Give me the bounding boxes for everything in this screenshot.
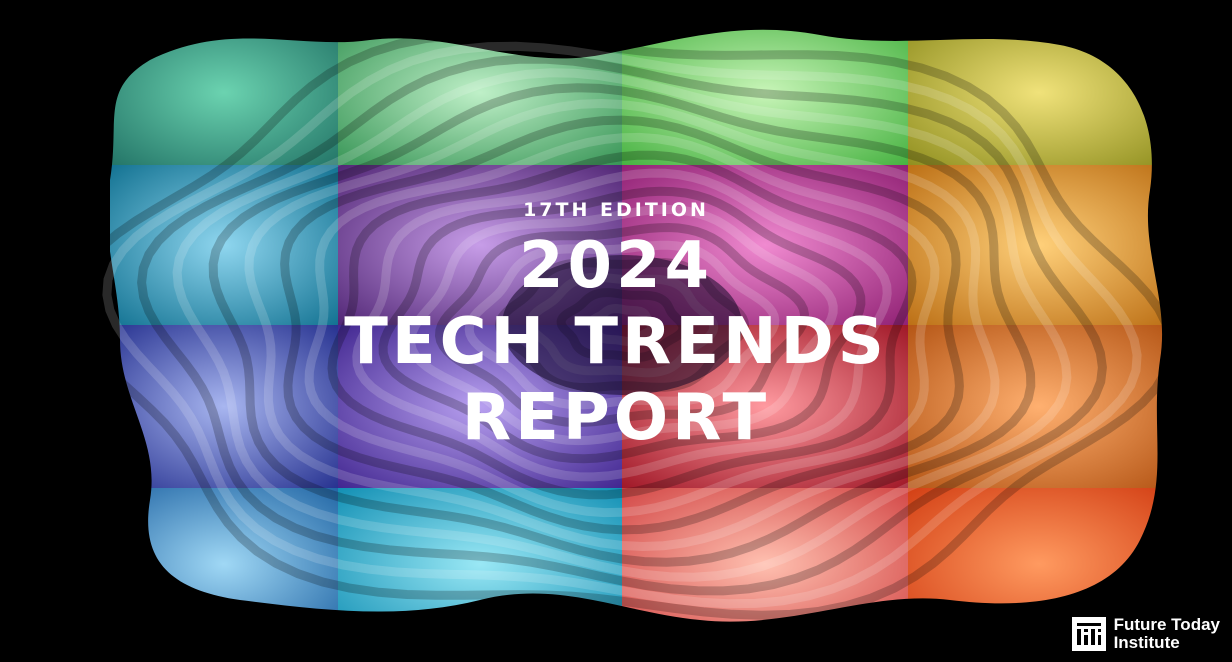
artwork-ring xyxy=(434,222,810,428)
title-block: 17TH EDITION 2024 TECH TRENDS REPORT xyxy=(0,192,1232,456)
artwork-ring xyxy=(172,68,1072,582)
artwork-ring xyxy=(280,115,964,535)
artwork-ring xyxy=(406,204,838,446)
artwork-ring xyxy=(304,132,940,518)
artwork-tile xyxy=(622,488,908,622)
fti-logo-line2: Institute xyxy=(1113,633,1180,652)
artwork-tile xyxy=(622,29,908,165)
artwork-ring xyxy=(68,30,1176,620)
artwork-ring xyxy=(352,168,892,482)
edition-label: 17TH EDITION xyxy=(523,199,709,221)
artwork-ring xyxy=(244,98,1000,552)
title-main: TECH TRENDS xyxy=(344,305,888,379)
artwork-ring xyxy=(102,41,1142,609)
fti-logo-mark-icon xyxy=(1071,617,1106,651)
artwork-ring xyxy=(208,83,1036,567)
artwork-ring xyxy=(378,186,866,464)
artwork-tile xyxy=(908,325,1163,488)
fti-logo: Future Today Institute xyxy=(1071,616,1220,652)
fti-logo-wordmark: Future Today Institute xyxy=(1114,616,1220,652)
artwork-ring xyxy=(327,150,917,500)
fti-logo-line1: Future Today xyxy=(1113,615,1220,634)
artwork-ring xyxy=(137,54,1107,596)
artwork-core xyxy=(502,255,742,395)
artwork-tile xyxy=(908,165,1163,325)
artwork-tile xyxy=(110,165,338,325)
title-year: 2024 xyxy=(518,229,714,303)
title-sub: REPORT xyxy=(461,381,771,455)
artwork-ring xyxy=(464,240,780,410)
